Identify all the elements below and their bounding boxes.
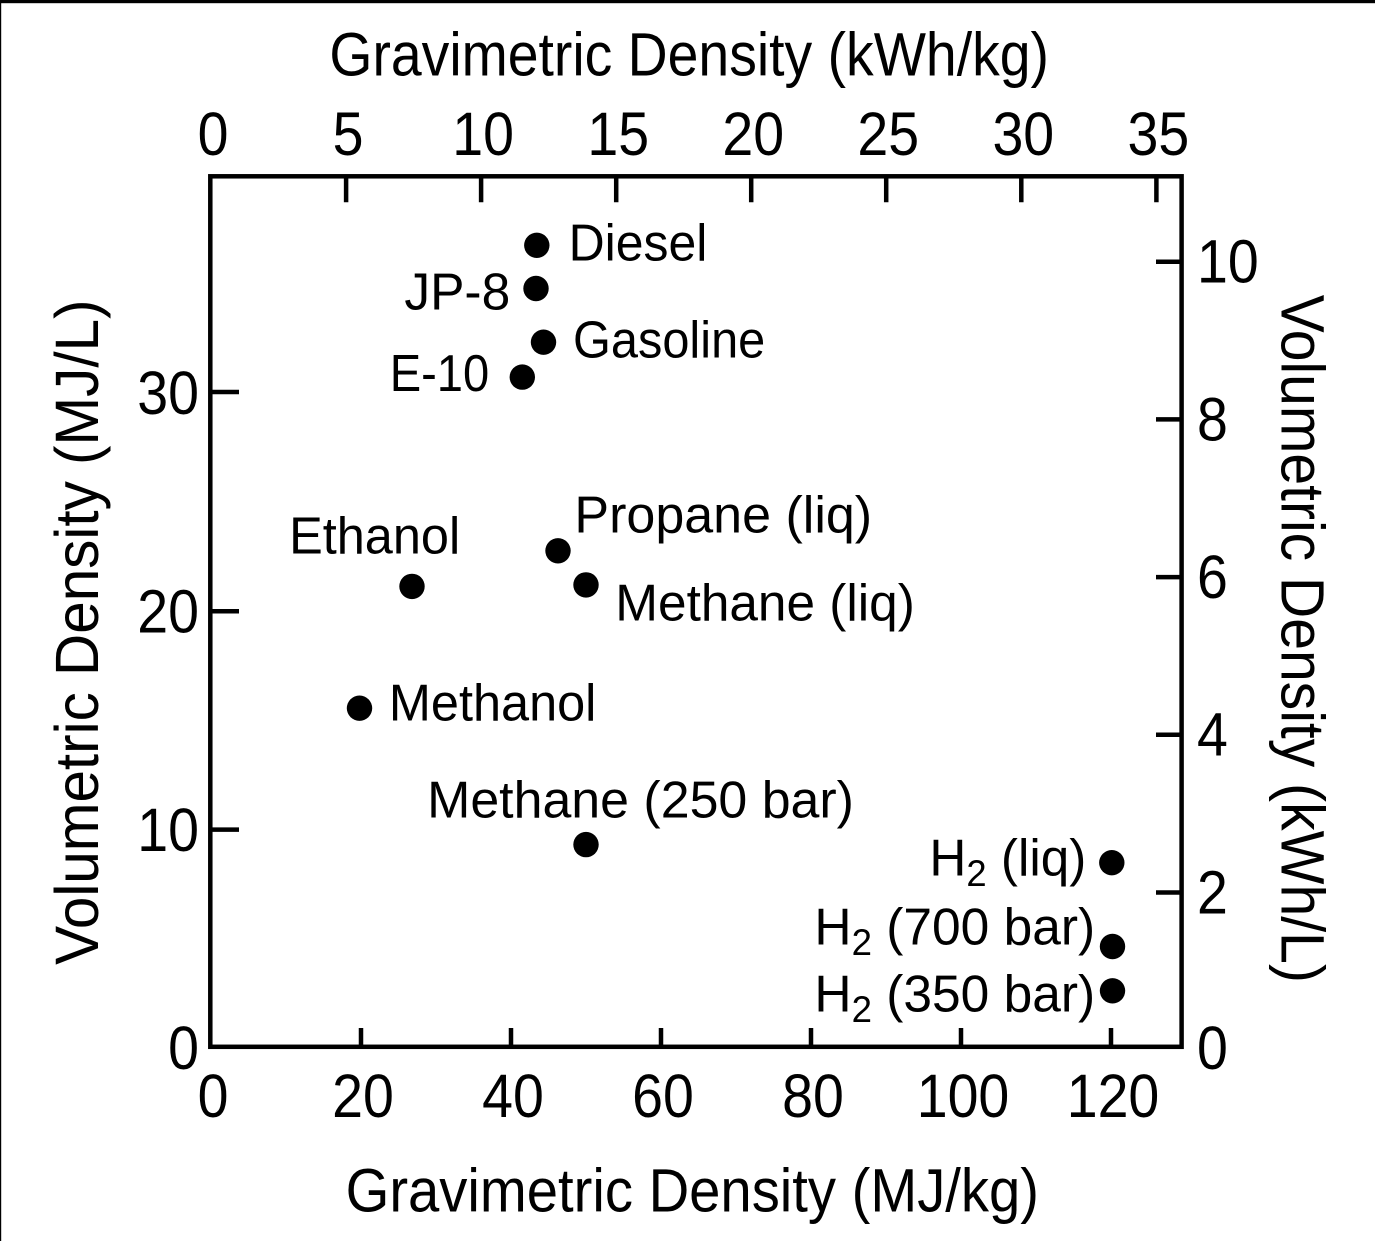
svg-text:20: 20: [332, 1063, 394, 1131]
svg-text:Volumetric Density (kWh/L): Volumetric Density (kWh/L): [1268, 295, 1337, 983]
svg-text:120: 120: [1067, 1063, 1160, 1131]
svg-text:10: 10: [137, 796, 199, 864]
svg-text:Ethanol: Ethanol: [289, 507, 460, 565]
svg-text:0: 0: [198, 101, 229, 169]
svg-text:Methane (liq): Methane (liq): [615, 573, 914, 631]
svg-text:20: 20: [722, 101, 784, 169]
svg-text:Gravimetric Density (MJ/kg): Gravimetric Density (MJ/kg): [346, 1157, 1039, 1225]
svg-text:0: 0: [1197, 1015, 1228, 1083]
svg-text:35: 35: [1128, 101, 1190, 169]
svg-text:8: 8: [1197, 386, 1228, 454]
svg-text:25: 25: [857, 101, 919, 169]
svg-text:20: 20: [137, 578, 199, 646]
svg-text:Methane (250 bar): Methane (250 bar): [427, 771, 854, 829]
svg-text:15: 15: [587, 101, 649, 169]
svg-text:4: 4: [1197, 701, 1228, 769]
svg-text:80: 80: [782, 1063, 844, 1131]
svg-text:2: 2: [1197, 859, 1228, 927]
svg-text:40: 40: [482, 1063, 544, 1131]
svg-text:100: 100: [917, 1063, 1010, 1131]
svg-text:60: 60: [632, 1063, 694, 1131]
svg-text:JP-8: JP-8: [404, 262, 510, 320]
svg-text:5: 5: [333, 101, 364, 169]
svg-text:10: 10: [1197, 228, 1259, 296]
svg-text:Gasoline: Gasoline: [573, 310, 765, 369]
svg-text:E-10: E-10: [390, 344, 490, 403]
svg-text:Gravimetric Density (kWh/kg): Gravimetric Density (kWh/kg): [329, 21, 1049, 89]
svg-text:Diesel: Diesel: [569, 213, 708, 271]
svg-text:H2 (liq): H2 (liq): [929, 828, 1086, 894]
svg-text:6: 6: [1197, 544, 1228, 612]
svg-text:Methanol: Methanol: [389, 674, 596, 732]
svg-text:0: 0: [198, 1063, 229, 1131]
svg-text:0: 0: [168, 1015, 199, 1083]
svg-text:30: 30: [137, 360, 199, 428]
svg-text:30: 30: [992, 101, 1054, 169]
svg-text:Propane (liq): Propane (liq): [574, 487, 872, 545]
svg-text:Volumetric Density (MJ/L): Volumetric Density (MJ/L): [42, 299, 111, 964]
svg-text:10: 10: [452, 101, 514, 169]
